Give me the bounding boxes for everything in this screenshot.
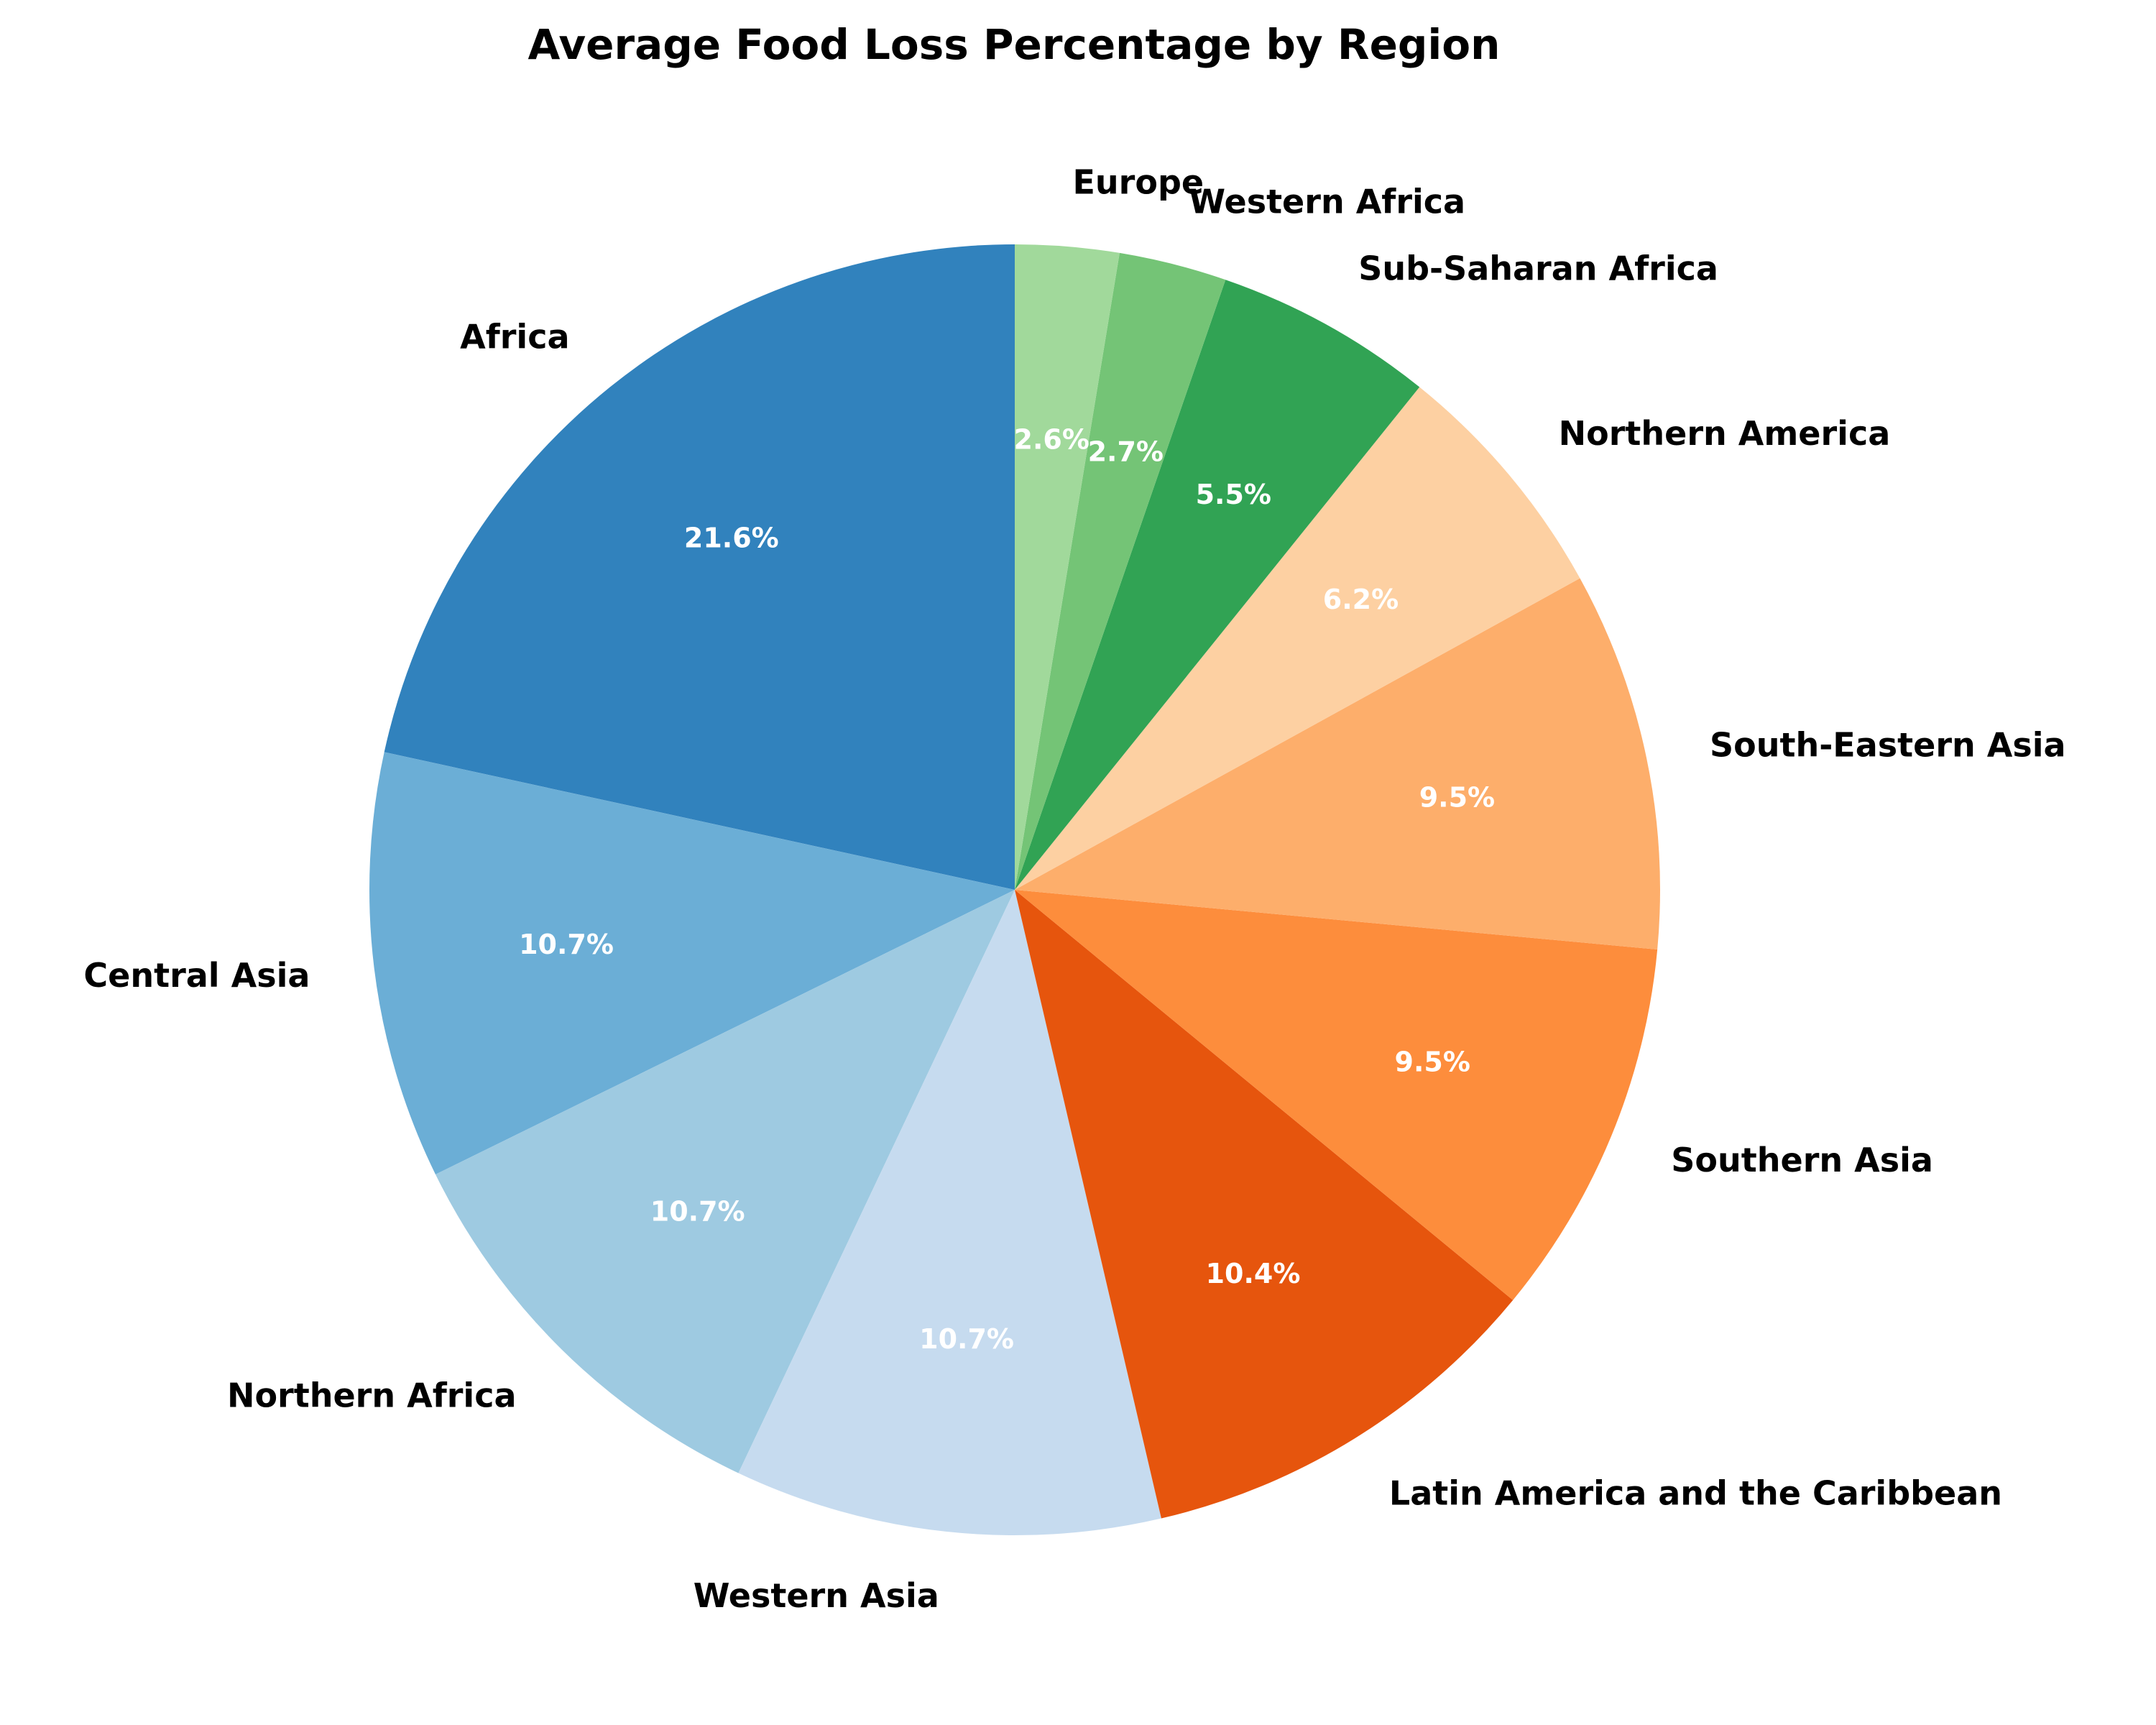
slice-label-africa: Africa bbox=[460, 318, 569, 356]
slice-label-southern-asia: Southern Asia bbox=[1671, 1141, 1933, 1179]
pie-slice-northern-america bbox=[1015, 387, 1580, 890]
slice-label-northern-america: Northern America bbox=[1559, 414, 1891, 453]
pie-slice-south-eastern-asia bbox=[1015, 578, 1660, 950]
pie-slice-europe bbox=[1015, 244, 1120, 890]
pie-slices bbox=[369, 244, 1660, 1535]
slice-label-western-asia: Western Asia bbox=[694, 1576, 939, 1615]
pie-slice-western-africa bbox=[1015, 252, 1226, 890]
pie-slice-central-asia bbox=[369, 752, 1015, 1174]
pie-labels: Africa 21.6% Central Asia 10.7% Northern Afr… bbox=[83, 163, 2065, 1616]
pie-slice-sub-saharan-africa bbox=[1015, 280, 1420, 890]
slice-label-sub-saharan-africa: Sub-Saharan Africa bbox=[1358, 249, 1718, 288]
slice-value-western-africa: 2.7% bbox=[1088, 436, 1164, 468]
slice-label-northern-africa: Northern Africa bbox=[227, 1376, 517, 1414]
chart-title: Average Food Loss Percentage by Region bbox=[528, 20, 1501, 69]
slice-value-central-asia: 10.7% bbox=[519, 929, 614, 960]
slice-value-africa: 21.6% bbox=[684, 522, 779, 553]
slice-label-western-africa: Western Africa bbox=[1189, 182, 1465, 221]
pie-slice-northern-africa bbox=[436, 890, 1015, 1473]
pie-slice-southern-asia bbox=[1015, 890, 1658, 1300]
slice-value-southern-asia: 9.5% bbox=[1395, 1046, 1470, 1077]
slice-value-northern-africa: 10.7% bbox=[650, 1196, 745, 1228]
pie-slice-latin-america-and-the-caribbean bbox=[1015, 890, 1514, 1519]
slice-value-latin-america-and-the-caribbean: 10.4% bbox=[1206, 1258, 1301, 1289]
slice-value-northern-america: 6.2% bbox=[1323, 584, 1399, 615]
slice-value-europe: 2.6% bbox=[1014, 424, 1089, 456]
pie-slice-western-asia bbox=[738, 890, 1161, 1535]
slice-label-central-asia: Central Asia bbox=[83, 956, 310, 995]
slice-label-europe: Europe bbox=[1073, 163, 1204, 202]
slice-value-sub-saharan-africa: 5.5% bbox=[1196, 479, 1271, 510]
pie-slice-africa bbox=[384, 244, 1015, 890]
slice-label-south-eastern-asia: South-Eastern Asia bbox=[1710, 725, 2066, 764]
slice-label-latin-america-and-the-caribbean: Latin America and the Caribbean bbox=[1389, 1473, 2002, 1512]
slice-value-south-eastern-asia: 9.5% bbox=[1419, 782, 1495, 814]
slice-value-western-asia: 10.7% bbox=[919, 1323, 1014, 1355]
